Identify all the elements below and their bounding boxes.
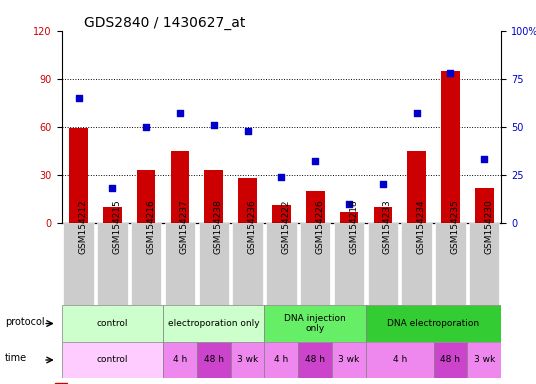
- Point: [243, 127, 252, 134]
- Point: [75, 95, 83, 101]
- Text: 4 h: 4 h: [274, 356, 288, 364]
- Text: DNA electroporation: DNA electroporation: [388, 319, 480, 328]
- Text: GSM154230: GSM154230: [484, 199, 493, 254]
- Text: GSM154215: GSM154215: [113, 199, 121, 254]
- FancyBboxPatch shape: [163, 342, 197, 378]
- FancyBboxPatch shape: [62, 305, 163, 342]
- Point: [176, 110, 184, 116]
- Text: time: time: [5, 353, 27, 363]
- Point: [378, 181, 387, 187]
- Point: [446, 70, 455, 76]
- Point: [108, 185, 117, 191]
- Text: GSM154233: GSM154233: [383, 199, 392, 254]
- FancyBboxPatch shape: [334, 223, 364, 305]
- Bar: [137, 170, 155, 223]
- Bar: [239, 178, 257, 223]
- Bar: [170, 151, 189, 223]
- Text: 3 wk: 3 wk: [338, 356, 360, 364]
- FancyBboxPatch shape: [197, 342, 230, 378]
- FancyBboxPatch shape: [332, 342, 366, 378]
- FancyBboxPatch shape: [401, 223, 432, 305]
- Bar: [306, 191, 324, 223]
- Text: control: control: [96, 356, 128, 364]
- Text: GSM154222: GSM154222: [281, 200, 291, 254]
- Point: [345, 200, 353, 207]
- FancyBboxPatch shape: [264, 305, 366, 342]
- Text: 48 h: 48 h: [305, 356, 325, 364]
- FancyBboxPatch shape: [368, 223, 398, 305]
- Point: [142, 124, 151, 130]
- FancyBboxPatch shape: [233, 223, 263, 305]
- Bar: [205, 170, 223, 223]
- Text: DNA injection
only: DNA injection only: [284, 314, 346, 333]
- Point: [311, 158, 319, 164]
- Text: GSM154216: GSM154216: [146, 199, 155, 254]
- Bar: [475, 187, 494, 223]
- Text: GSM154218: GSM154218: [349, 199, 358, 254]
- Text: GDS2840 / 1430627_at: GDS2840 / 1430627_at: [84, 16, 245, 30]
- Text: 48 h: 48 h: [441, 356, 460, 364]
- Point: [277, 174, 286, 180]
- FancyBboxPatch shape: [266, 223, 296, 305]
- FancyBboxPatch shape: [165, 223, 195, 305]
- FancyBboxPatch shape: [198, 223, 229, 305]
- FancyBboxPatch shape: [366, 342, 434, 378]
- Bar: [407, 151, 426, 223]
- Bar: [69, 128, 88, 223]
- Text: 4 h: 4 h: [173, 356, 187, 364]
- Bar: [441, 71, 460, 223]
- FancyBboxPatch shape: [131, 223, 161, 305]
- Text: GSM154226: GSM154226: [315, 200, 324, 254]
- FancyBboxPatch shape: [469, 223, 500, 305]
- Bar: [103, 207, 122, 223]
- FancyBboxPatch shape: [300, 223, 330, 305]
- FancyBboxPatch shape: [264, 342, 299, 378]
- FancyBboxPatch shape: [366, 305, 501, 342]
- FancyBboxPatch shape: [63, 223, 94, 305]
- Bar: [55, 383, 66, 384]
- Bar: [272, 205, 291, 223]
- Text: GSM154238: GSM154238: [214, 199, 223, 254]
- Point: [480, 156, 488, 162]
- Point: [210, 122, 218, 128]
- Bar: [340, 212, 359, 223]
- Text: GSM154236: GSM154236: [248, 199, 257, 254]
- Text: GSM154237: GSM154237: [180, 199, 189, 254]
- FancyBboxPatch shape: [435, 223, 466, 305]
- FancyBboxPatch shape: [230, 342, 264, 378]
- FancyBboxPatch shape: [299, 342, 332, 378]
- Text: GSM154234: GSM154234: [416, 200, 426, 254]
- Text: GSM154235: GSM154235: [450, 199, 459, 254]
- Text: 48 h: 48 h: [204, 356, 224, 364]
- FancyBboxPatch shape: [467, 342, 501, 378]
- FancyBboxPatch shape: [434, 342, 467, 378]
- Text: 3 wk: 3 wk: [474, 356, 495, 364]
- Text: protocol: protocol: [5, 317, 44, 327]
- Text: 4 h: 4 h: [392, 356, 407, 364]
- Point: [412, 110, 421, 116]
- Bar: [374, 207, 392, 223]
- FancyBboxPatch shape: [163, 305, 264, 342]
- Text: GSM154212: GSM154212: [79, 200, 87, 254]
- FancyBboxPatch shape: [62, 342, 163, 378]
- Text: electroporation only: electroporation only: [168, 319, 259, 328]
- Text: control: control: [96, 319, 128, 328]
- FancyBboxPatch shape: [97, 223, 128, 305]
- Text: 3 wk: 3 wk: [237, 356, 258, 364]
